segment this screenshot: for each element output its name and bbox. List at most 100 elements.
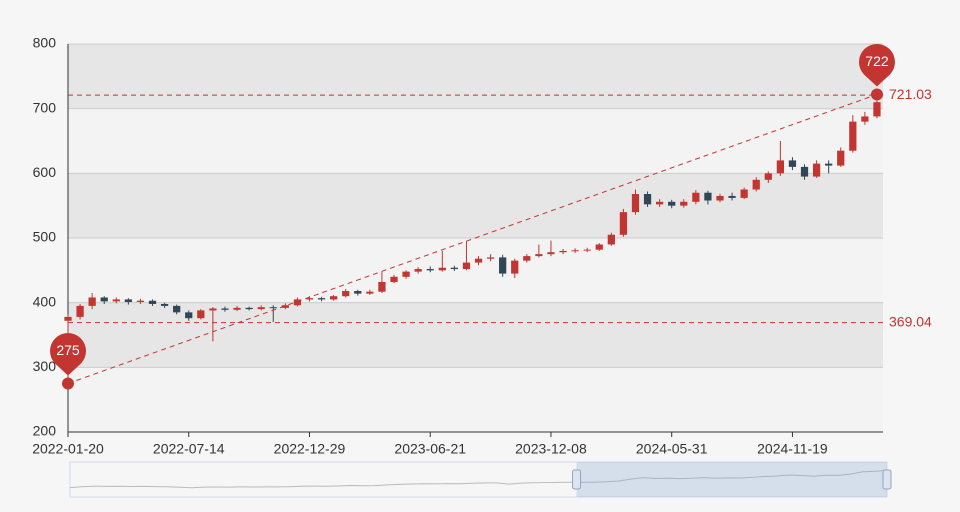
candle-body bbox=[378, 281, 386, 292]
candle-body bbox=[668, 201, 676, 206]
x-tick-label: 2022-12-29 bbox=[274, 441, 346, 457]
y-tick-label: 200 bbox=[33, 423, 57, 439]
x-tick-label: 2022-07-14 bbox=[153, 441, 225, 457]
candle-body bbox=[680, 201, 688, 206]
candle-body bbox=[426, 269, 434, 271]
candle-body bbox=[317, 298, 326, 300]
x-tick-label: 2024-05-31 bbox=[636, 441, 708, 457]
trend-line bbox=[67, 93, 878, 384]
candle-body bbox=[607, 234, 615, 245]
candle-body bbox=[728, 195, 736, 198]
candle-body bbox=[173, 305, 181, 313]
candle-body bbox=[136, 300, 145, 303]
candle-body bbox=[523, 256, 531, 261]
candle-body bbox=[438, 267, 446, 271]
candle-body bbox=[873, 102, 881, 117]
candle-body bbox=[643, 194, 652, 205]
candle-body bbox=[221, 308, 229, 310]
candle-body bbox=[148, 300, 157, 304]
candle-body bbox=[269, 307, 277, 309]
mark-point-pin bbox=[858, 43, 895, 87]
mark-line-label: 721.03 bbox=[889, 86, 932, 102]
x-tick-label: 2022-01-20 bbox=[32, 441, 104, 457]
datazoom-handle[interactable] bbox=[882, 469, 892, 490]
candle-body bbox=[692, 192, 700, 202]
candle-body bbox=[124, 299, 132, 303]
candle-body bbox=[342, 291, 350, 297]
candle-body bbox=[245, 307, 253, 310]
mark-line-label: 369.04 bbox=[889, 313, 932, 329]
datazoom-selection[interactable] bbox=[576, 462, 887, 497]
split-area bbox=[68, 238, 883, 303]
candle-body bbox=[837, 150, 845, 166]
y-tick-label: 500 bbox=[33, 229, 57, 245]
x-tick-label: 2023-12-08 bbox=[515, 441, 587, 457]
candle-body bbox=[354, 291, 362, 294]
candle-body bbox=[547, 252, 555, 255]
candle-body bbox=[704, 192, 712, 201]
mark-point-dot bbox=[870, 88, 883, 101]
candle-body bbox=[800, 166, 809, 177]
candle-body bbox=[595, 244, 603, 250]
y-tick-label: 600 bbox=[33, 164, 57, 180]
candle-body bbox=[450, 267, 458, 270]
split-area bbox=[68, 108, 883, 174]
candle-body bbox=[76, 305, 84, 317]
candle-body bbox=[559, 250, 567, 253]
candle-body bbox=[499, 257, 507, 274]
candle-body bbox=[776, 160, 784, 174]
split-area bbox=[68, 44, 883, 109]
y-tick-label: 300 bbox=[33, 358, 57, 374]
y-tick-label: 800 bbox=[33, 35, 57, 51]
candle-body bbox=[100, 297, 108, 302]
candle-body bbox=[160, 303, 169, 306]
candle-body bbox=[414, 269, 422, 272]
candle-body bbox=[209, 308, 217, 311]
candle-body bbox=[390, 276, 398, 282]
datazoom-handle[interactable] bbox=[572, 469, 582, 490]
candle-body bbox=[752, 179, 760, 190]
candle-body bbox=[486, 257, 495, 259]
candle-body bbox=[366, 291, 374, 294]
candle-body bbox=[474, 258, 483, 263]
candle-body bbox=[861, 116, 869, 122]
candle-body bbox=[571, 250, 579, 252]
candle-body bbox=[88, 297, 96, 306]
candle-body bbox=[281, 305, 289, 308]
candle-body bbox=[716, 195, 724, 201]
candle-body bbox=[740, 189, 748, 198]
mark-point-dot bbox=[62, 377, 74, 390]
candle-body bbox=[656, 201, 664, 205]
split-area bbox=[68, 173, 883, 238]
datazoom-preview bbox=[69, 469, 888, 489]
candle-body bbox=[462, 262, 471, 270]
candle-body bbox=[185, 312, 193, 319]
candle-body bbox=[330, 296, 338, 300]
candle-body bbox=[825, 163, 833, 166]
mark-point-label: 275 bbox=[56, 342, 80, 358]
candle-body bbox=[402, 271, 410, 277]
candle-body bbox=[233, 307, 241, 310]
y-tick-label: 700 bbox=[33, 99, 57, 115]
mark-point-pin bbox=[50, 333, 86, 376]
candle-body bbox=[305, 298, 314, 300]
y-tick-label: 400 bbox=[33, 293, 57, 309]
candle-body bbox=[849, 121, 857, 151]
x-tick-label: 2024-11-19 bbox=[757, 441, 828, 457]
candle-body bbox=[64, 316, 72, 321]
candle-body bbox=[293, 299, 302, 306]
x-tick-label: 2023-06-21 bbox=[394, 441, 466, 457]
candle-body bbox=[583, 249, 591, 251]
candle-body bbox=[788, 160, 797, 167]
candle-body bbox=[535, 254, 543, 257]
candle-body bbox=[619, 212, 628, 235]
candle-body bbox=[631, 194, 640, 213]
split-area bbox=[68, 367, 883, 432]
candle-body bbox=[812, 163, 821, 177]
mark-point-label: 722 bbox=[865, 53, 889, 69]
candle-body bbox=[257, 307, 265, 310]
candle-body bbox=[764, 173, 772, 180]
candle-body bbox=[112, 299, 120, 302]
candle-body bbox=[511, 260, 519, 274]
